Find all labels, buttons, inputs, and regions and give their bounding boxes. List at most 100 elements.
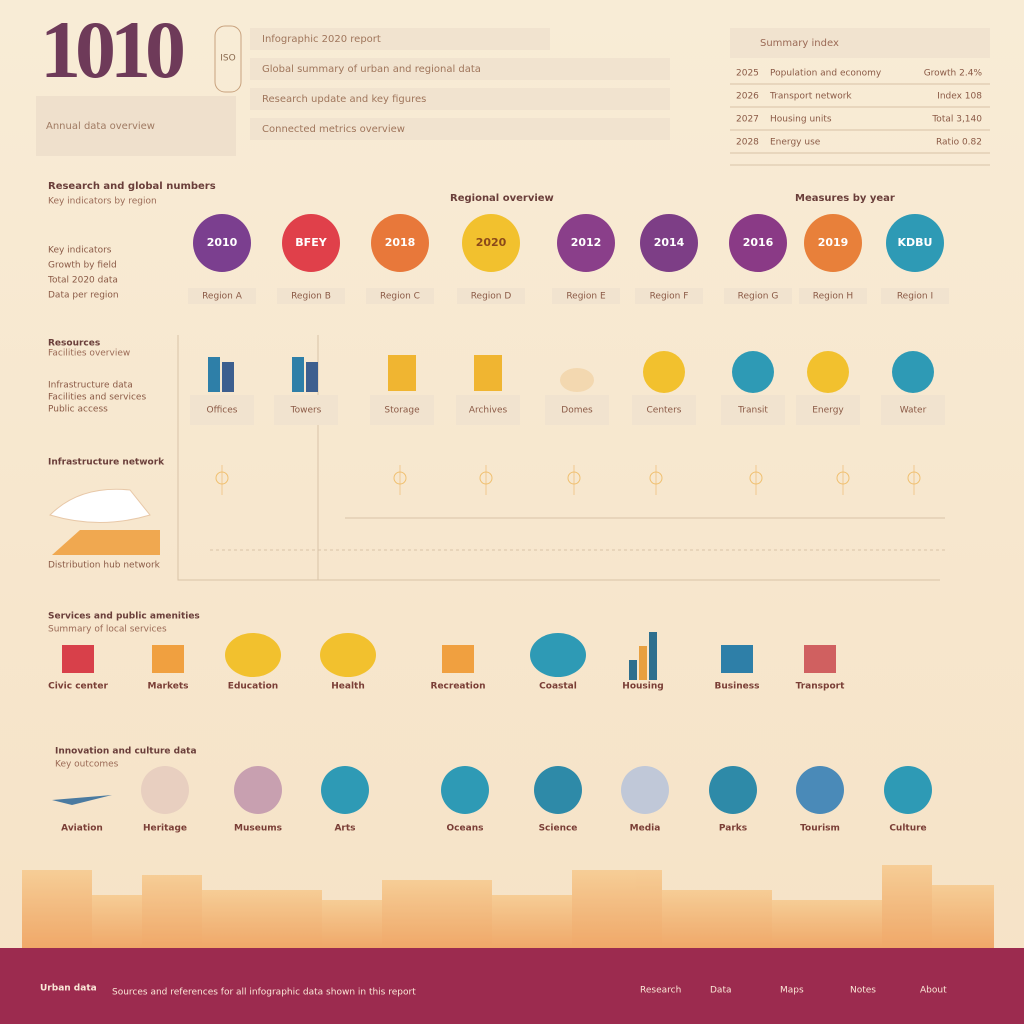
caption: Region D xyxy=(471,292,512,302)
caption: Housing xyxy=(622,682,663,692)
caption: Science xyxy=(539,824,578,834)
icon xyxy=(534,766,582,814)
heading: Regional overview xyxy=(450,193,554,204)
table-title: Summary index xyxy=(760,38,839,49)
circle-badge xyxy=(282,214,340,272)
pin-head xyxy=(393,471,407,485)
circle-value: 2012 xyxy=(571,236,602,249)
caption-box xyxy=(632,395,696,425)
icon xyxy=(649,632,657,680)
circle-badge xyxy=(804,214,862,272)
table-cell: Index 108 xyxy=(937,92,982,102)
title: 1010 xyxy=(40,4,183,95)
badge: ISO xyxy=(220,54,235,64)
section-title: Resources xyxy=(48,339,100,349)
caption: Distribution hub network xyxy=(48,561,161,571)
icon xyxy=(643,351,685,393)
header-line: Connected metrics overview xyxy=(262,124,405,135)
table-cell: 2028 xyxy=(736,138,759,148)
caption-box xyxy=(635,288,703,304)
caption: Parks xyxy=(719,824,747,834)
table-cell: Ratio 0.82 xyxy=(936,138,982,148)
caption-box xyxy=(456,395,520,425)
caption: Heritage xyxy=(143,824,187,834)
side-label: Growth by field xyxy=(48,261,117,271)
icon xyxy=(141,766,189,814)
table-cell: Population and economy xyxy=(770,69,882,79)
caption-box xyxy=(724,288,792,304)
circle-value: 2018 xyxy=(385,236,416,249)
footer-link: About xyxy=(920,986,947,996)
table-cell: Growth 2.4% xyxy=(924,69,983,79)
icon xyxy=(152,645,184,673)
caption: Centers xyxy=(647,406,682,416)
circle-value: 2020 xyxy=(476,236,507,249)
table-cell: Housing units xyxy=(770,115,832,125)
caption-box xyxy=(274,395,338,425)
pin-head xyxy=(215,471,229,485)
caption: Offices xyxy=(207,406,238,416)
icon xyxy=(796,766,844,814)
table-cell: Transport network xyxy=(769,92,852,102)
caption: Region H xyxy=(813,292,853,302)
icon xyxy=(892,351,934,393)
circle-value: 2019 xyxy=(818,236,849,249)
illustration xyxy=(49,488,151,523)
pin-head xyxy=(479,471,493,485)
caption: Towers xyxy=(290,406,322,416)
table-cell: 2027 xyxy=(736,115,759,125)
section-subtitle: Key indicators by region xyxy=(48,197,157,207)
section-subtitle: Facilities overview xyxy=(48,349,130,359)
caption: Region I xyxy=(897,292,933,302)
icon xyxy=(321,766,369,814)
note-box xyxy=(36,96,236,156)
pin-head xyxy=(749,471,763,485)
caption: Markets xyxy=(148,682,189,692)
caption: Coastal xyxy=(539,682,577,692)
caption-box xyxy=(796,395,860,425)
header-line: Research update and key figures xyxy=(262,94,426,105)
caption-box xyxy=(881,395,945,425)
skyline xyxy=(22,865,994,948)
connectors xyxy=(177,164,990,581)
caption: Media xyxy=(630,824,661,834)
caption: Water xyxy=(900,406,927,416)
icon xyxy=(621,766,669,814)
caption-box xyxy=(370,395,434,425)
side-label: Key indicators xyxy=(48,246,112,256)
caption: Storage xyxy=(384,406,420,416)
caption: Region G xyxy=(738,292,779,302)
caption-box xyxy=(188,288,256,304)
icon xyxy=(222,362,234,392)
icon xyxy=(560,368,594,392)
caption-box xyxy=(881,288,949,304)
icon xyxy=(292,357,304,392)
icon xyxy=(62,645,94,673)
note: Annual data overview xyxy=(46,121,155,132)
circle-badge xyxy=(462,214,520,272)
caption-box xyxy=(277,288,345,304)
header-line: Global summary of urban and regional dat… xyxy=(262,64,481,75)
caption: Aviation xyxy=(61,824,103,834)
caption: Archives xyxy=(469,406,508,416)
circle-badge xyxy=(193,214,251,272)
circle-badge xyxy=(371,214,429,272)
section-subtitle: Summary of local services xyxy=(48,625,167,635)
caption: Region C xyxy=(380,292,420,302)
caption: Region E xyxy=(566,292,606,302)
pin-head xyxy=(836,471,850,485)
line-box xyxy=(250,118,670,140)
caption: Region A xyxy=(202,292,243,302)
caption: Energy xyxy=(812,406,844,416)
icon xyxy=(208,357,220,392)
side-label: Infrastructure data xyxy=(48,381,133,391)
caption: Health xyxy=(331,682,365,692)
caption-box xyxy=(366,288,434,304)
caption: Transport xyxy=(796,682,845,692)
badge-box xyxy=(214,25,242,93)
caption: Oceans xyxy=(447,824,484,834)
line-box xyxy=(250,58,670,80)
footer-band xyxy=(0,948,1024,1024)
header-line: Infographic 2020 report xyxy=(262,34,381,45)
